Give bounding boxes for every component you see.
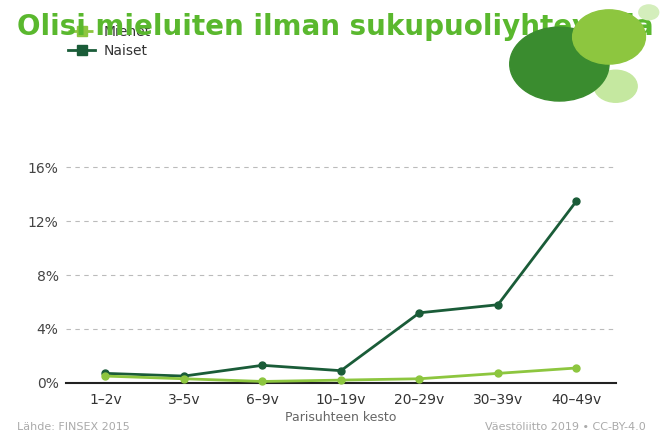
Circle shape: [510, 27, 609, 101]
Text: Väestöliitto 2019 • CC-BY-4.0: Väestöliitto 2019 • CC-BY-4.0: [485, 422, 645, 432]
Circle shape: [639, 5, 659, 20]
Text: Lähde: FINSEX 2015: Lähde: FINSEX 2015: [17, 422, 129, 432]
Circle shape: [573, 10, 645, 64]
Text: Olisi mieluiten ilman sukupuoliyhteyksiä: Olisi mieluiten ilman sukupuoliyhteyksiä: [17, 13, 653, 41]
X-axis label: Parisuhteen kesto: Parisuhteen kesto: [285, 411, 397, 425]
Circle shape: [594, 70, 637, 102]
Legend: Miehet, Naiset: Miehet, Naiset: [62, 19, 156, 64]
